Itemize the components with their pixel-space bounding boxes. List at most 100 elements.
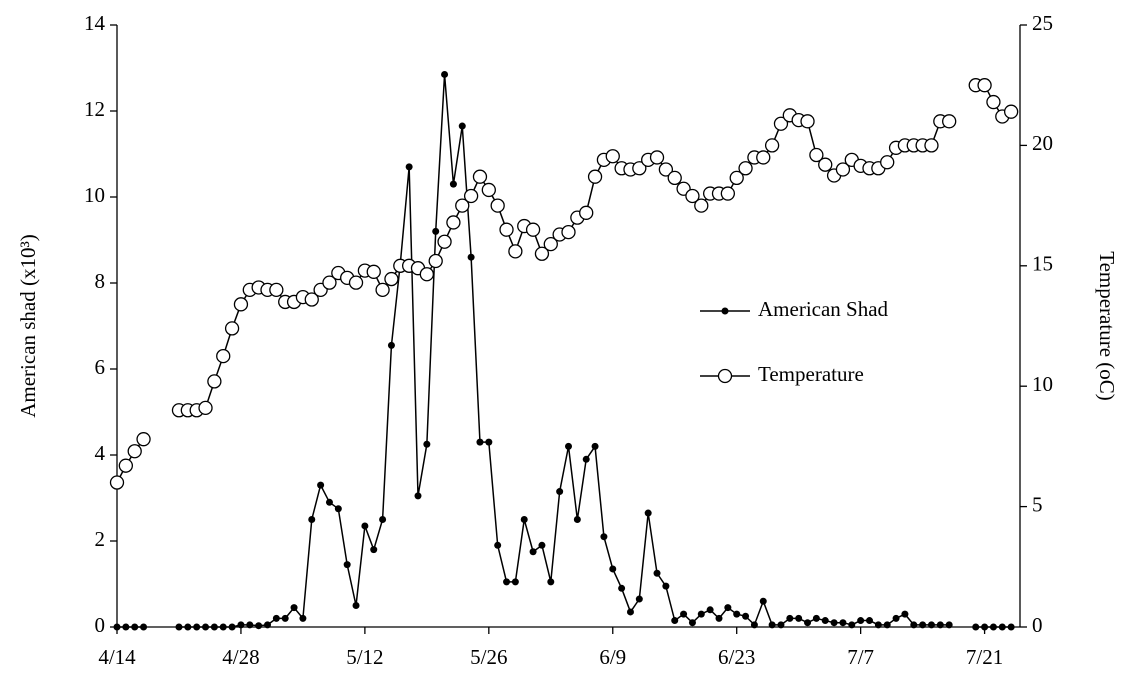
data-point: [756, 150, 771, 165]
data-point: [419, 267, 435, 282]
data-point: [738, 161, 753, 176]
data-point: [304, 292, 319, 307]
legend-marker: [717, 368, 733, 384]
data-point: [733, 610, 741, 618]
data-point: [175, 623, 183, 631]
data-point: [697, 610, 705, 618]
data-point: [812, 614, 820, 622]
x-tick-label: 7/7: [847, 645, 874, 669]
data-point: [348, 275, 364, 290]
x-tick-label: 4/14: [98, 645, 136, 669]
data-point: [942, 114, 957, 129]
data-point: [414, 492, 422, 500]
data-point: [481, 182, 496, 198]
data-point: [945, 621, 953, 629]
y2-tick-label: 25: [1032, 11, 1053, 35]
data-point: [405, 163, 413, 171]
data-point: [977, 78, 992, 93]
x-tick-label: 6/23: [718, 645, 755, 669]
data-point: [800, 114, 815, 129]
data-point: [685, 188, 700, 204]
data-point: [490, 198, 505, 213]
data-point: [901, 610, 909, 618]
data-point: [379, 516, 387, 523]
data-point: [375, 282, 390, 298]
data-point: [281, 614, 289, 622]
y2-tick-label: 5: [1032, 492, 1043, 516]
data-point: [520, 516, 528, 523]
data-point: [499, 222, 514, 237]
data-point: [207, 374, 222, 389]
series-line: [117, 74, 1012, 628]
data-point: [109, 475, 125, 490]
data-point: [582, 455, 590, 463]
data-point: [671, 617, 679, 625]
data-point: [485, 438, 493, 446]
data-point: [848, 621, 856, 629]
data-point: [455, 198, 470, 213]
data-point: [635, 595, 643, 603]
data-point: [989, 623, 997, 631]
data-point: [830, 619, 838, 627]
data-point: [573, 516, 581, 523]
data-point: [591, 442, 599, 450]
data-point: [910, 621, 918, 629]
data-point: [694, 198, 709, 213]
data-point: [525, 222, 541, 237]
data-point: [446, 215, 461, 230]
data-point: [202, 623, 210, 631]
data-point: [632, 161, 647, 176]
data-point: [919, 621, 927, 629]
data-point: [715, 614, 723, 622]
data-point: [216, 348, 231, 364]
data-point: [724, 604, 732, 612]
data-point: [264, 621, 271, 629]
data-point: [228, 623, 236, 631]
data-point: [210, 623, 218, 631]
data-point: [680, 610, 688, 618]
data-point: [986, 94, 1001, 110]
data-point: [759, 597, 767, 605]
data-point: [432, 227, 440, 235]
data-point: [658, 162, 674, 177]
data-point: [193, 623, 201, 631]
y2-tick-label: 15: [1032, 252, 1053, 276]
data-point: [233, 297, 249, 312]
data-point: [600, 533, 608, 541]
y-tick-label: 8: [95, 269, 106, 293]
legend-label: Temperature: [758, 362, 864, 386]
data-point: [579, 205, 594, 220]
data-point: [720, 186, 736, 201]
x-tick-label: 4/28: [222, 645, 259, 669]
data-point: [384, 271, 399, 287]
y-tick-label: 2: [95, 527, 106, 551]
data-point: [972, 623, 980, 631]
data-point: [269, 282, 284, 298]
data-point: [742, 612, 750, 620]
data-point: [325, 498, 333, 506]
y-axis-title: American shad (x10³): [16, 234, 40, 418]
data-point: [777, 621, 785, 629]
data-point: [538, 541, 546, 549]
data-point: [131, 623, 139, 631]
y-tick-label: 10: [84, 183, 105, 207]
data-point: [835, 162, 851, 177]
data-point: [653, 569, 661, 577]
data-point: [299, 614, 307, 622]
data-point: [370, 546, 378, 554]
data-point: [667, 170, 682, 186]
data-point: [449, 180, 457, 188]
data-point: [981, 623, 989, 631]
data-point: [998, 623, 1006, 631]
data-point: [768, 621, 776, 629]
data-point: [140, 623, 148, 631]
data-point: [644, 509, 652, 517]
data-point: [322, 275, 337, 290]
data-point: [136, 432, 151, 447]
data-point: [818, 157, 833, 172]
data-point: [892, 614, 900, 622]
data-point: [343, 561, 351, 569]
y-tick-label: 12: [84, 97, 105, 121]
y-tick-label: 14: [84, 11, 106, 35]
